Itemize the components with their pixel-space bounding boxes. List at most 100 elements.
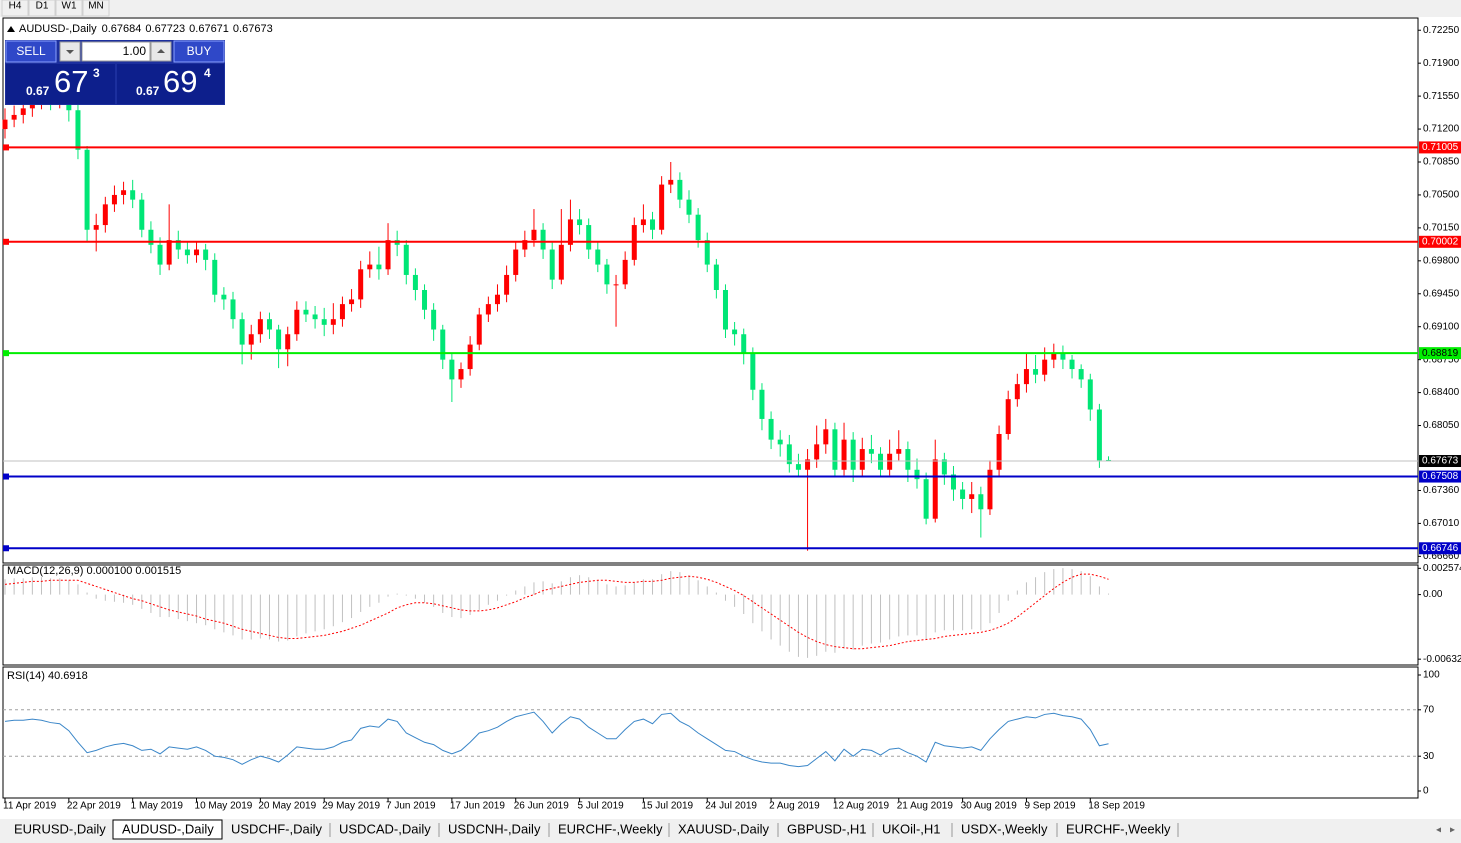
- signal-line: [4, 573, 1109, 650]
- buy-price-main: 69: [163, 64, 197, 99]
- tab-label[interactable]: XAUUSD-,Daily: [678, 821, 770, 836]
- y-tick-label: 0.69450: [1423, 288, 1460, 299]
- candle-body: [987, 469, 993, 510]
- level-label: 0.70002: [1422, 236, 1459, 247]
- y-tick-label: 30: [1423, 751, 1435, 762]
- candle-body: [157, 244, 163, 265]
- timeframe-label[interactable]: MN: [88, 1, 104, 12]
- level-label-bg: [1419, 542, 1461, 555]
- level-handle[interactable]: [3, 238, 9, 245]
- candle-body: [613, 284, 619, 286]
- tab-scroll-right[interactable]: ▸: [1450, 825, 1455, 836]
- sell-price-box[interactable]: [6, 64, 115, 104]
- candle-body: [941, 459, 947, 475]
- down-arrow: [66, 50, 74, 54]
- candle-body: [194, 249, 200, 256]
- rsi-line: [4, 711, 1109, 768]
- tab-label[interactable]: USDX-,Weekly: [961, 821, 1048, 836]
- candle-body: [1005, 399, 1011, 434]
- candle-body: [422, 290, 428, 310]
- buy-price-suffix: 4: [204, 66, 211, 80]
- timeframe-label[interactable]: D1: [36, 1, 49, 12]
- trade-panel: SELL 1.00 BUY 0.67 67 3 0.67 69 4: [5, 40, 225, 105]
- x-tick-label: 1 May 2019: [131, 801, 184, 812]
- tab-label[interactable]: EURCHF-,Weekly: [1066, 821, 1171, 836]
- x-tick-label: 24 Jul 2019: [705, 801, 757, 812]
- tab-label[interactable]: EURUSD-,Daily: [14, 821, 106, 836]
- sell-price-suffix: 3: [93, 66, 100, 80]
- sell-price-main: 67: [54, 64, 88, 99]
- tab-label[interactable]: USDCNH-,Daily: [448, 821, 541, 836]
- candle-body: [814, 444, 820, 460]
- candle-body: [1069, 359, 1075, 370]
- y-tick-label: 0.69100: [1423, 321, 1460, 332]
- candle-body: [285, 334, 291, 350]
- macd-title: MACD(12,26,9) 0.000100 0.001515: [7, 565, 181, 577]
- tab-scroll-left[interactable]: ◂: [1436, 825, 1441, 836]
- x-tick-label: 11 Apr 2019: [3, 801, 57, 812]
- timeframe-label[interactable]: W1: [62, 1, 77, 12]
- level-handle[interactable]: [3, 473, 9, 480]
- x-tick-label: 5 Jul 2019: [578, 801, 625, 812]
- candle-body: [321, 319, 327, 325]
- collapse-icon[interactable]: [7, 26, 15, 32]
- candle-body: [111, 194, 117, 205]
- sell-button[interactable]: [5, 40, 57, 63]
- buy-button[interactable]: [173, 40, 225, 63]
- tab-label[interactable]: GBPUSD-,H1: [787, 821, 866, 836]
- x-tick-label: 30 Aug 2019: [961, 801, 1018, 812]
- timeframe-button[interactable]: [82, 0, 110, 17]
- candle-body: [93, 225, 99, 230]
- level-label: 0.68819: [1422, 348, 1459, 359]
- candle-body: [239, 319, 245, 345]
- candle-body: [896, 449, 902, 454]
- timeframe-button[interactable]: [28, 0, 56, 17]
- lot-value[interactable]: 1.00: [123, 44, 147, 58]
- y-tick-label: 0.002574: [1423, 563, 1461, 574]
- timeframe-label[interactable]: H4: [9, 1, 22, 12]
- candle-body: [75, 110, 81, 150]
- candle-body: [485, 304, 491, 315]
- header-high: 0.67723: [145, 23, 185, 35]
- candle-body: [923, 479, 929, 519]
- candle-body: [659, 184, 665, 230]
- candle-body: [312, 314, 318, 320]
- candle-body: [996, 434, 1002, 470]
- candle-body: [467, 344, 473, 370]
- candle-body: [212, 259, 218, 295]
- header-low: 0.67671: [189, 23, 229, 35]
- candle-body: [230, 299, 236, 320]
- timeframe-button[interactable]: [1, 0, 29, 17]
- candle-body: [650, 219, 656, 230]
- sell-label[interactable]: SELL: [16, 44, 46, 58]
- level-label-bg: [1419, 347, 1461, 360]
- candle-body: [878, 453, 884, 470]
- y-tick-label: 0.68050: [1423, 420, 1460, 431]
- level-handle[interactable]: [3, 350, 9, 357]
- tab-label[interactable]: USDCHF-,Daily: [231, 821, 323, 836]
- active-tab[interactable]: [112, 819, 223, 840]
- tab-label[interactable]: USDCAD-,Daily: [339, 821, 431, 836]
- tab-label[interactable]: AUDUSD-,Daily: [122, 821, 214, 836]
- level-handle[interactable]: [3, 144, 9, 151]
- candle-body: [403, 244, 409, 275]
- candle-body: [504, 274, 510, 295]
- candle-body: [531, 229, 537, 241]
- tab-label[interactable]: EURCHF-,Weekly: [558, 821, 663, 836]
- buy-label[interactable]: BUY: [187, 44, 212, 58]
- y-tick-label: 0.00: [1423, 589, 1443, 600]
- candle-body: [494, 294, 500, 305]
- candle-body: [795, 464, 801, 470]
- candle-body: [358, 269, 364, 300]
- level-handle[interactable]: [3, 545, 9, 552]
- candle-body: [905, 449, 911, 470]
- candle-body: [266, 319, 272, 330]
- timeframe-button[interactable]: [55, 0, 83, 17]
- lot-input[interactable]: [81, 41, 151, 62]
- candle-body: [1078, 369, 1084, 380]
- tab-label[interactable]: UKOil-,H1: [882, 821, 941, 836]
- candle-body: [622, 259, 628, 285]
- candle-body: [349, 299, 355, 305]
- buy-price-box[interactable]: [117, 64, 224, 104]
